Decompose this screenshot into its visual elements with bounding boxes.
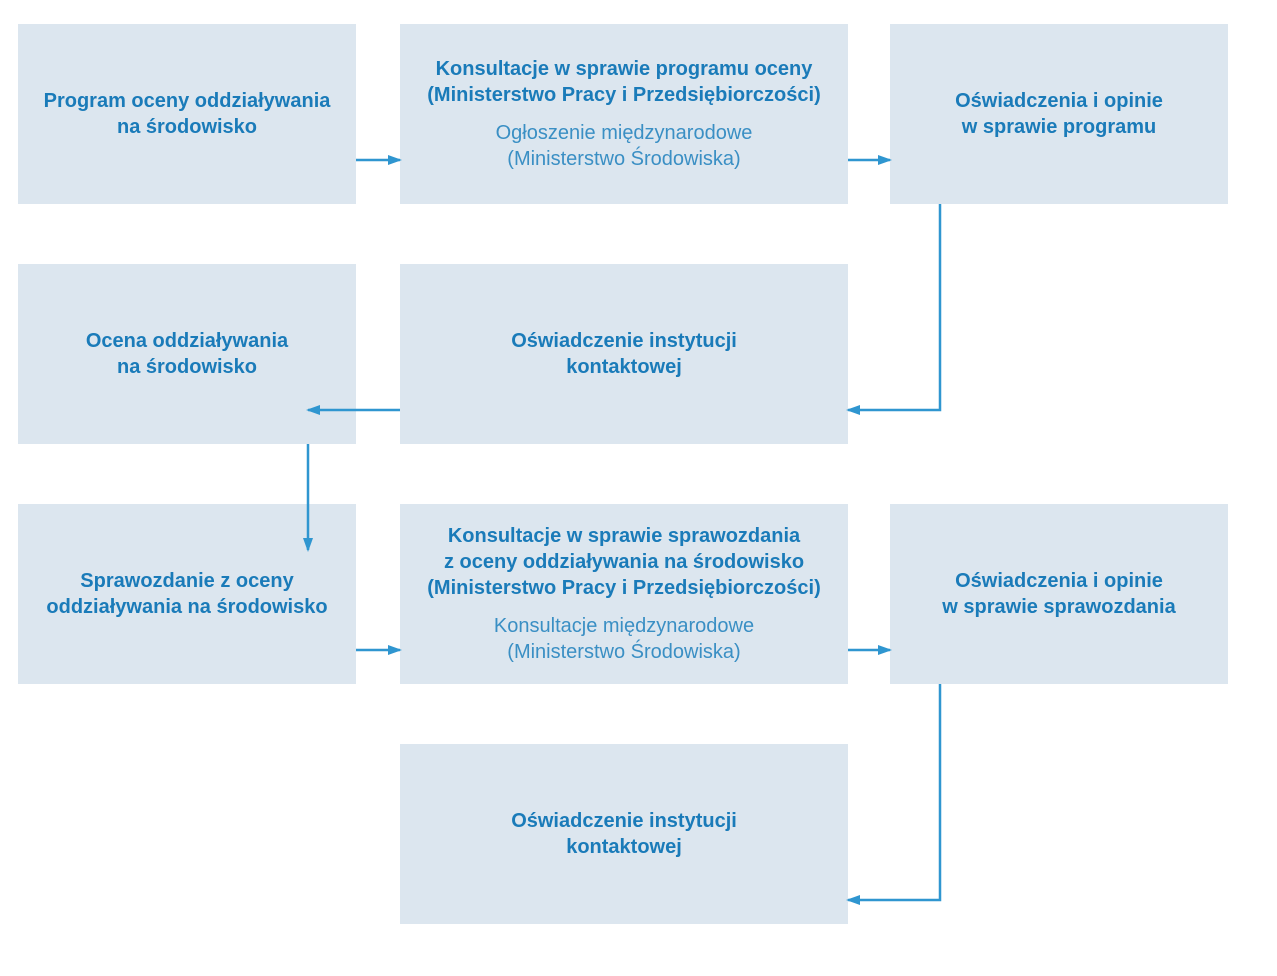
node-text: (Ministerstwo Środowiska) xyxy=(507,146,740,172)
node-text: Ogłoszenie międzynarodowe xyxy=(496,120,753,146)
node-text: z oceny oddziaływania na środowisko xyxy=(444,549,804,575)
flowchart-edge-e3 xyxy=(848,204,940,410)
flowchart-node-n1: Program oceny oddziaływaniana środowisko xyxy=(18,24,356,204)
flowchart-node-n2: Konsultacje w sprawie programu oceny(Min… xyxy=(400,24,848,204)
node-text: Oświadczenia i opinie xyxy=(955,88,1163,114)
node-text: w sprawie sprawozdania xyxy=(942,594,1175,620)
flowchart-node-n8: Oświadczenia i opiniew sprawie sprawozda… xyxy=(890,504,1228,684)
node-text: (Ministerstwo Pracy i Przedsiębiorczości… xyxy=(427,82,820,108)
node-text: Oświadczenie instytucji xyxy=(511,328,737,354)
node-text: kontaktowej xyxy=(566,354,682,380)
node-text: kontaktowej xyxy=(566,834,682,860)
node-text: oddziaływania na środowisko xyxy=(46,594,327,620)
node-text: (Ministerstwo Pracy i Przedsiębiorczości… xyxy=(427,575,820,601)
flowchart-canvas: Program oceny oddziaływaniana środowisko… xyxy=(0,0,1277,976)
node-text: Konsultacje w sprawie sprawozdania xyxy=(448,523,800,549)
node-text: Oświadczenie instytucji xyxy=(511,808,737,834)
node-text: na środowisko xyxy=(117,114,257,140)
flowchart-node-n6: Sprawozdanie z ocenyoddziaływania na śro… xyxy=(18,504,356,684)
flowchart-edge-e8 xyxy=(848,684,940,900)
node-text: Konsultacje międzynarodowe xyxy=(494,613,754,639)
node-text: Oświadczenia i opinie xyxy=(955,568,1163,594)
node-text: Ocena oddziaływania xyxy=(86,328,288,354)
flowchart-node-n7: Konsultacje w sprawie sprawozdaniaz ocen… xyxy=(400,504,848,684)
node-text: Program oceny oddziaływania xyxy=(44,88,331,114)
flowchart-node-n3: Oświadczenia i opiniew sprawie programu xyxy=(890,24,1228,204)
node-text: na środowisko xyxy=(117,354,257,380)
flowchart-node-n4: Ocena oddziaływaniana środowisko xyxy=(18,264,356,444)
flowchart-node-n5: Oświadczenie instytucjikontaktowej xyxy=(400,264,848,444)
node-text: Konsultacje w sprawie programu oceny xyxy=(436,56,813,82)
node-text: w sprawie programu xyxy=(962,114,1157,140)
flowchart-node-n9: Oświadczenie instytucjikontaktowej xyxy=(400,744,848,924)
node-text: (Ministerstwo Środowiska) xyxy=(507,639,740,665)
node-text: Sprawozdanie z oceny xyxy=(80,568,293,594)
